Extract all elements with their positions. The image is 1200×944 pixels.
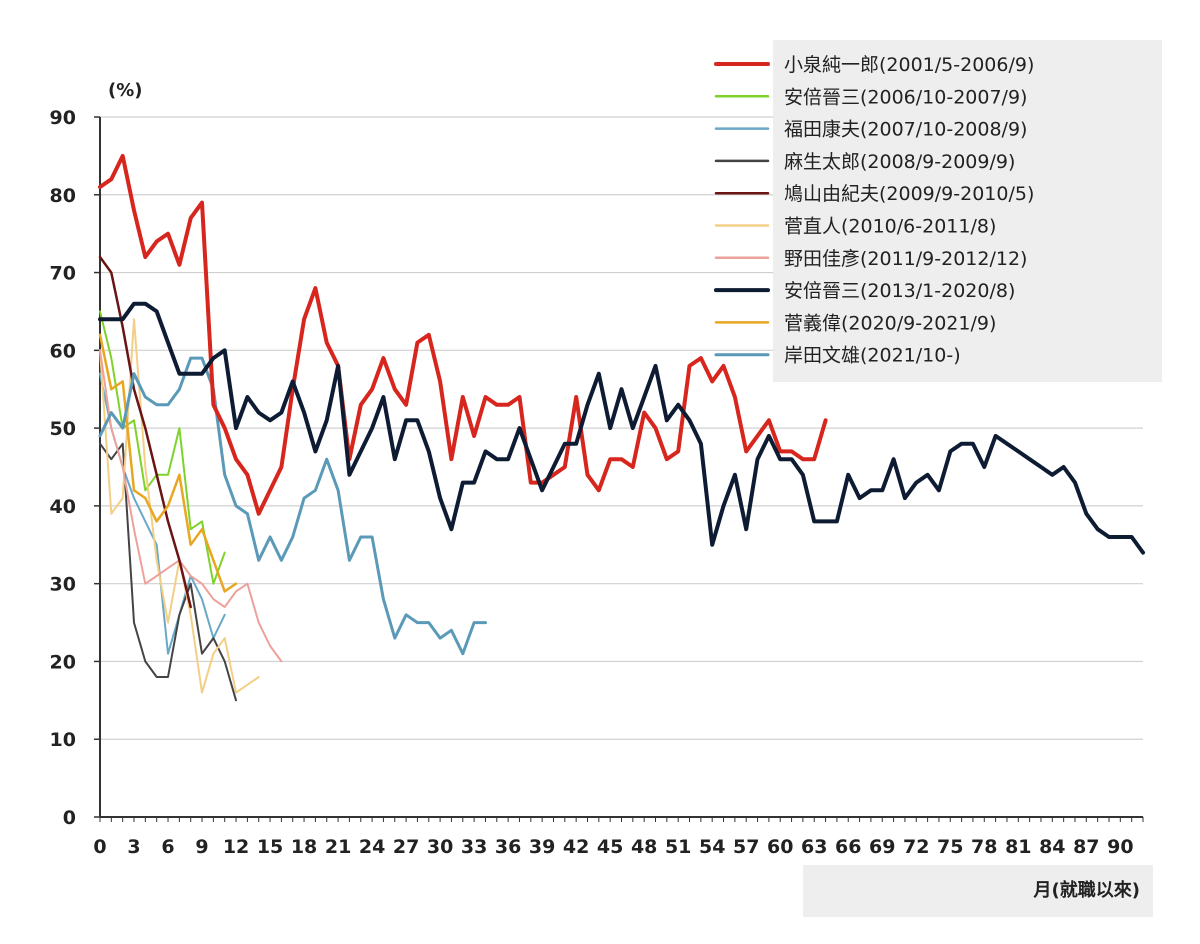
grid-lines bbox=[100, 116, 1143, 740]
x-tick-label: 12 bbox=[223, 836, 249, 858]
x-tick-label: 63 bbox=[801, 836, 827, 858]
y-tick-label: 30 bbox=[50, 574, 76, 596]
series-line-4 bbox=[99, 442, 237, 702]
x-axis-title-box bbox=[803, 865, 1153, 917]
y-axis-unit: (%) bbox=[108, 80, 143, 101]
x-tick-label: 39 bbox=[529, 836, 555, 858]
x-tick-label: 48 bbox=[631, 836, 657, 858]
legend-label: 安倍晉三(2013/1-2020/8) bbox=[784, 280, 1015, 302]
x-tick-label: 54 bbox=[699, 836, 725, 858]
x-tick-label: 30 bbox=[427, 836, 453, 858]
x-tick-label: 81 bbox=[1005, 836, 1031, 858]
x-tick-label: 87 bbox=[1073, 836, 1099, 858]
legend-label: 麻生太郎(2008/9-2009/9) bbox=[784, 151, 1015, 173]
x-tick-label: 75 bbox=[937, 836, 963, 858]
x-tick-label: 33 bbox=[461, 836, 487, 858]
legend-label: 岸田文雄(2021/10-) bbox=[784, 345, 961, 367]
series-line-10 bbox=[98, 356, 487, 656]
y-tick-label: 90 bbox=[50, 107, 76, 129]
series-line-7 bbox=[99, 349, 283, 663]
legend-label: 福田康夫(2007/10-2008/9) bbox=[784, 119, 1027, 141]
legend-label: 安倍晉三(2006/10-2007/9) bbox=[784, 86, 1027, 108]
x-tick-label: 57 bbox=[733, 836, 759, 858]
y-tick-label: 60 bbox=[50, 340, 76, 362]
x-tick-label: 27 bbox=[393, 836, 419, 858]
y-tick-label: 40 bbox=[50, 496, 76, 518]
x-tick-label: 6 bbox=[161, 836, 174, 858]
series-lines bbox=[98, 153, 1145, 702]
x-tick-label: 78 bbox=[971, 836, 997, 858]
y-tick-label: 20 bbox=[50, 651, 76, 673]
x-tick-label: 66 bbox=[835, 836, 861, 858]
y-tick-label: 10 bbox=[50, 729, 76, 751]
x-tick-label: 18 bbox=[291, 836, 317, 858]
x-tick-label: 24 bbox=[359, 836, 385, 858]
x-tick-label: 90 bbox=[1107, 836, 1133, 858]
y-tick-label: 50 bbox=[50, 418, 76, 440]
series-line-1 bbox=[98, 153, 828, 516]
x-tick-label: 72 bbox=[903, 836, 929, 858]
x-tick-label: 69 bbox=[869, 836, 895, 858]
x-axis-title: 月(就職以來) bbox=[1033, 879, 1140, 901]
legend-label: 野田佳彥(2011/9-2012/12) bbox=[784, 248, 1027, 270]
y-tick-label: 0 bbox=[63, 807, 76, 829]
y-tick-label: 70 bbox=[50, 263, 76, 285]
x-axis: 0 3 6 9 12 15 18 21 24 27 30 33 36 39 42 45 48 51 54 57 60 63… bbox=[93, 816, 1144, 858]
legend-background bbox=[773, 40, 1162, 382]
x-tick-label: 42 bbox=[563, 836, 589, 858]
legend-label: 菅直人(2010/6-2011/8) bbox=[784, 216, 996, 238]
x-tick-label: 15 bbox=[257, 836, 283, 858]
x-tick-label: 21 bbox=[325, 836, 351, 858]
x-tick-label: 84 bbox=[1039, 836, 1065, 858]
legend-label: 菅義偉(2020/9-2021/9) bbox=[784, 312, 996, 334]
x-tick-label: 51 bbox=[665, 836, 691, 858]
x-tick-label: 36 bbox=[495, 836, 521, 858]
x-tick-label: 45 bbox=[597, 836, 623, 858]
legend-label: 小泉純一郎(2001/5-2006/9) bbox=[784, 54, 1034, 76]
x-tick-label: 9 bbox=[195, 836, 208, 858]
legend-label: 鳩山由紀夫(2009/9-2010/5) bbox=[784, 183, 1034, 205]
series-line-5 bbox=[98, 255, 192, 609]
series-line-8 bbox=[98, 301, 1145, 555]
legend: 小泉純一郎(2001/5-2006/9) 安倍晉三(2006/10-2007/9)… bbox=[714, 40, 1162, 382]
x-tick-label: 3 bbox=[127, 836, 140, 858]
series-line-9 bbox=[98, 333, 238, 593]
y-tick-label: 80 bbox=[50, 185, 76, 207]
x-tick-label: 60 bbox=[767, 836, 793, 858]
y-axis: 0 10 20 30 40 50 60 70 80 90 bbox=[50, 107, 101, 829]
x-tick-label: 0 bbox=[93, 836, 106, 858]
